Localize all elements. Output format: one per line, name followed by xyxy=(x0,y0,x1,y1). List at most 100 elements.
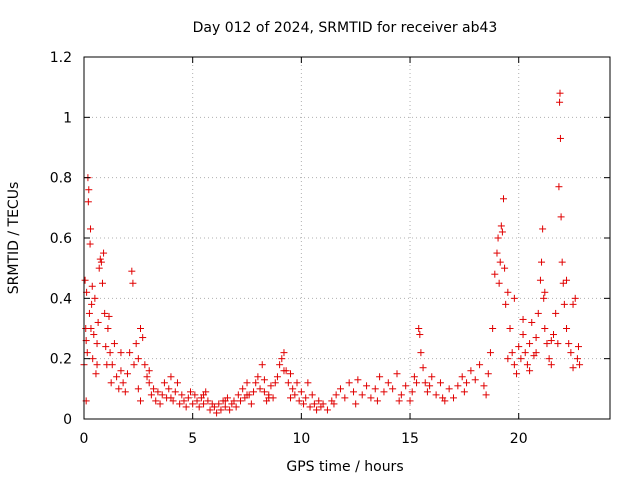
data-point xyxy=(260,376,268,384)
data-point xyxy=(574,343,582,351)
data-point xyxy=(486,349,494,357)
data-point xyxy=(147,391,155,399)
data-point xyxy=(510,361,518,369)
data-point xyxy=(552,309,560,317)
data-point xyxy=(559,279,567,287)
x-tick-label: 5 xyxy=(188,431,197,447)
data-point xyxy=(508,349,516,357)
data-point xyxy=(87,325,95,332)
data-point xyxy=(454,382,462,390)
data-point xyxy=(126,349,134,357)
data-point xyxy=(432,391,440,399)
data-point xyxy=(504,355,512,363)
data-point xyxy=(563,276,571,284)
ticks-layer xyxy=(83,56,610,420)
data-point xyxy=(210,403,218,411)
data-point xyxy=(436,379,444,387)
data-point xyxy=(376,373,384,381)
data-point xyxy=(89,355,97,363)
data-point xyxy=(336,385,344,393)
data-point xyxy=(541,288,549,296)
data-point xyxy=(96,255,104,263)
data-point xyxy=(541,325,549,332)
data-point xyxy=(300,400,308,408)
data-point xyxy=(92,370,100,378)
data-point xyxy=(510,294,518,302)
data-point xyxy=(450,394,458,402)
data-point xyxy=(132,340,140,348)
data-point xyxy=(291,391,299,399)
data-point xyxy=(494,234,502,242)
data-point xyxy=(467,367,475,375)
data-point xyxy=(306,403,314,411)
data-point xyxy=(569,300,577,308)
data-point xyxy=(141,361,149,369)
data-point xyxy=(539,225,547,233)
y-tick-label: 0 xyxy=(63,412,72,428)
data-point xyxy=(304,379,312,387)
data-point xyxy=(150,385,158,393)
data-point xyxy=(532,349,540,357)
data-point xyxy=(176,400,184,408)
data-point xyxy=(547,361,555,369)
data-point xyxy=(297,388,305,396)
data-point xyxy=(93,361,101,369)
data-point xyxy=(415,325,423,332)
data-point xyxy=(499,195,507,203)
data-point xyxy=(543,340,551,348)
x-tick-label: 15 xyxy=(401,431,419,447)
data-point xyxy=(106,349,114,357)
data-point xyxy=(504,288,512,296)
data-point xyxy=(519,315,527,323)
data-point xyxy=(230,397,238,405)
points-layer xyxy=(80,89,584,417)
data-point xyxy=(247,400,255,408)
data-point xyxy=(86,240,94,248)
data-point xyxy=(165,385,173,393)
y-tick-label: 1.2 xyxy=(50,50,72,66)
data-point xyxy=(215,400,223,408)
data-point xyxy=(497,222,505,230)
data-point xyxy=(423,388,431,396)
data-point xyxy=(416,331,424,339)
data-point xyxy=(180,397,188,405)
data-point xyxy=(90,331,98,339)
data-point xyxy=(323,406,331,414)
data-point xyxy=(104,325,112,332)
data-point xyxy=(254,373,262,381)
data-point xyxy=(115,385,123,393)
data-point xyxy=(91,294,99,302)
data-point xyxy=(354,376,362,384)
data-point xyxy=(156,400,164,408)
data-point xyxy=(315,397,323,405)
data-point xyxy=(565,340,573,348)
data-point xyxy=(491,270,499,278)
data-point xyxy=(85,186,93,194)
data-point xyxy=(119,379,127,387)
data-point xyxy=(295,397,303,405)
data-point xyxy=(406,397,414,405)
data-point xyxy=(367,394,375,402)
data-point xyxy=(271,379,279,387)
y-tick-label: 0.6 xyxy=(50,231,72,247)
data-point xyxy=(243,391,251,399)
data-point xyxy=(204,397,212,405)
data-point xyxy=(236,397,244,405)
data-point xyxy=(252,379,260,387)
data-point xyxy=(563,325,571,332)
data-point xyxy=(232,403,240,411)
data-point xyxy=(189,400,197,408)
data-point xyxy=(226,406,234,414)
data-point xyxy=(145,379,153,387)
data-point xyxy=(408,388,416,396)
data-point xyxy=(310,400,318,408)
data-point xyxy=(426,382,434,390)
data-point xyxy=(484,370,492,378)
data-point xyxy=(319,400,327,408)
data-point xyxy=(108,361,116,369)
data-point xyxy=(98,279,106,287)
data-point xyxy=(256,385,264,393)
chart-title: Day 012 of 2024, SRMTID for receiver ab4… xyxy=(193,20,498,36)
